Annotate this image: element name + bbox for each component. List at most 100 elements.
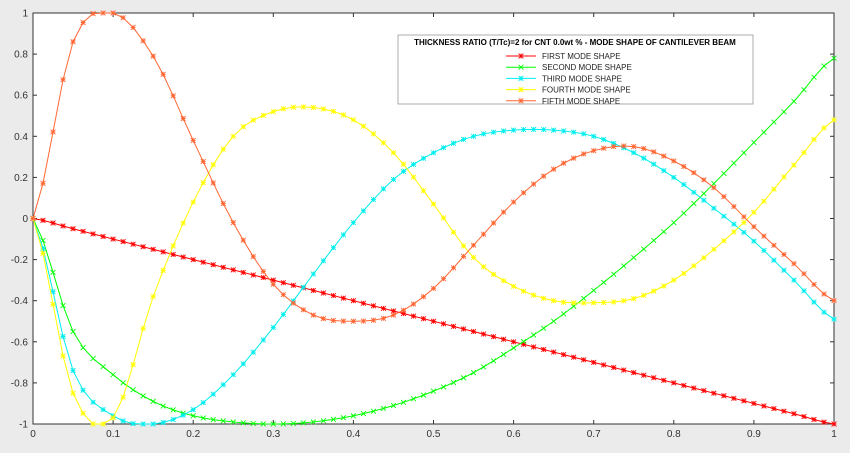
data-point (140, 325, 146, 332)
series-fifth-mode-shape (30, 10, 837, 324)
data-point (40, 250, 46, 257)
data-point (781, 267, 787, 273)
data-point (280, 106, 287, 112)
data-point (130, 387, 136, 393)
data-point (320, 418, 327, 424)
data-point (611, 140, 617, 147)
data-point (190, 199, 196, 205)
data-point (831, 297, 837, 304)
data-point (360, 208, 367, 214)
data-point (200, 179, 206, 186)
data-point (130, 361, 136, 368)
data-point (100, 421, 106, 427)
x-tick-label: 0.7 (587, 429, 601, 440)
data-point (621, 298, 627, 304)
data-point (70, 367, 76, 374)
data-point (260, 274, 267, 281)
data-point (190, 406, 196, 413)
data-point (560, 351, 567, 358)
data-point (90, 10, 96, 17)
data-point (70, 390, 76, 396)
data-point (470, 133, 477, 140)
data-point (170, 416, 176, 423)
data-point (330, 108, 337, 115)
data-point (450, 379, 457, 386)
data-point (100, 233, 106, 240)
data-point (711, 180, 717, 187)
data-point (290, 282, 297, 289)
data-point (330, 317, 337, 324)
data-point (120, 238, 126, 245)
data-point (490, 358, 497, 364)
data-point (150, 421, 156, 427)
data-point (80, 228, 86, 235)
data-point (570, 354, 577, 360)
data-point (731, 229, 737, 235)
data-point (410, 313, 417, 319)
data-point (310, 419, 317, 425)
data-point (701, 387, 707, 394)
x-tick-label: 0.2 (186, 429, 200, 440)
data-point (651, 288, 657, 294)
data-point (711, 246, 717, 253)
data-point (821, 309, 827, 315)
data-point (140, 393, 146, 399)
data-point (150, 398, 156, 405)
data-point (70, 39, 76, 45)
data-point (661, 228, 667, 235)
data-point (80, 344, 86, 351)
legend-swatch-marker (518, 75, 524, 82)
x-tick-label: 0.6 (507, 429, 521, 440)
data-point (340, 232, 347, 238)
data-point (811, 281, 817, 288)
data-point (90, 355, 96, 362)
data-point (120, 394, 126, 400)
data-point (831, 421, 837, 427)
data-point (380, 405, 387, 412)
data-point (180, 412, 186, 418)
data-point (550, 166, 557, 172)
data-point (430, 285, 437, 292)
data-point (681, 210, 687, 216)
data-point (420, 392, 427, 398)
data-point (661, 153, 667, 159)
data-point (470, 328, 477, 335)
data-point (270, 108, 277, 115)
data-point (500, 128, 507, 134)
data-point (280, 421, 287, 427)
data-point (811, 299, 817, 305)
data-point (611, 143, 617, 150)
x-tick-label: 0.8 (667, 429, 681, 440)
data-point (510, 345, 517, 351)
data-point (280, 311, 287, 318)
data-point (70, 226, 76, 232)
data-point (340, 414, 347, 421)
data-point (50, 288, 56, 295)
data-point (480, 331, 487, 337)
data-point (751, 209, 757, 216)
data-point (90, 421, 96, 427)
data-point (210, 162, 216, 168)
x-tick-label: 1 (831, 429, 837, 440)
data-point (370, 131, 377, 137)
data-point (350, 318, 357, 324)
data-point (801, 413, 807, 420)
data-point (340, 295, 347, 301)
data-point (270, 281, 277, 287)
data-point (500, 351, 507, 358)
data-point (420, 315, 427, 322)
data-point (450, 140, 457, 146)
y-tick-label: -0.2 (11, 255, 29, 266)
data-point (731, 221, 737, 227)
data-point (450, 229, 457, 235)
data-point (400, 399, 407, 406)
data-point (671, 219, 677, 226)
data-point (70, 328, 76, 335)
data-point (410, 161, 417, 168)
data-point (250, 420, 256, 427)
legend-swatch-marker (518, 98, 524, 104)
data-point (320, 290, 327, 296)
axis-ticks: 0 0.1 0.2 0.3 0.4 0.5 0.6 0.7 0.8 0.9 1 1 0.8 0.6 0.4 0… (11, 9, 837, 441)
data-point (40, 180, 46, 186)
x-tick-label: 0 (30, 429, 36, 440)
